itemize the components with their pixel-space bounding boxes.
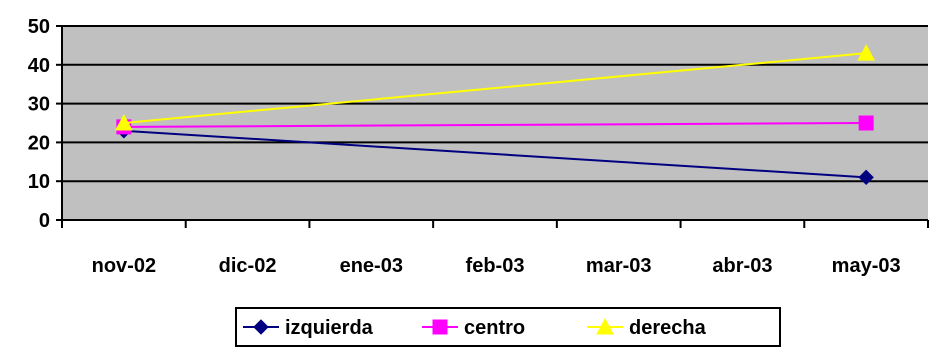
x-tick-label-nov-02: nov-02 bbox=[92, 255, 156, 277]
y-tick-label-10: 10 bbox=[28, 171, 50, 193]
series-line-izquierda bbox=[123, 129, 867, 179]
x-tick-label-abr-03: abr-03 bbox=[712, 255, 772, 277]
y-tick-label-0: 0 bbox=[39, 210, 50, 232]
x-tick-label-mar-03: mar-03 bbox=[586, 255, 652, 277]
series-group bbox=[115, 44, 875, 186]
x-tick-label-may-03: may-03 bbox=[832, 255, 901, 277]
legend-label-izquierda: izquierda bbox=[285, 317, 374, 339]
series-line-centro bbox=[123, 122, 867, 128]
y-tick-label-20: 20 bbox=[28, 132, 50, 154]
point-derecha-nov-02 bbox=[115, 113, 133, 131]
legend-marker-derecha bbox=[596, 317, 614, 335]
legend-marker-centro bbox=[432, 319, 448, 335]
point-centro-may-03 bbox=[858, 115, 874, 131]
legend-marker-izquierda bbox=[253, 319, 269, 335]
y-axis-ticks: 0 10 20 30 40 50 bbox=[28, 16, 62, 232]
legend-box bbox=[235, 307, 781, 347]
gridlines bbox=[62, 25, 928, 183]
y-tick-label-40: 40 bbox=[28, 55, 50, 77]
point-derecha-may-03 bbox=[857, 44, 875, 61]
series-line-derecha bbox=[123, 52, 867, 124]
legend: izquierda centro derecha bbox=[235, 307, 781, 347]
y-tick-label-50: 50 bbox=[28, 16, 50, 38]
axes bbox=[61, 26, 928, 221]
x-tick-label-dic-02: dic-02 bbox=[219, 255, 277, 277]
legend-label-derecha: derecha bbox=[629, 317, 707, 339]
x-tick-label-ene-03: ene-03 bbox=[340, 255, 403, 277]
x-axis-ticks: nov-02 dic-02 ene-03 feb-03 mar-03 abr-03 may-… bbox=[61, 220, 929, 277]
y-tick-label-30: 30 bbox=[28, 94, 50, 116]
x-tick-label-feb-03: feb-03 bbox=[466, 255, 525, 277]
legend-label-centro: centro bbox=[464, 317, 525, 339]
point-izquierda-may-03 bbox=[858, 169, 874, 186]
